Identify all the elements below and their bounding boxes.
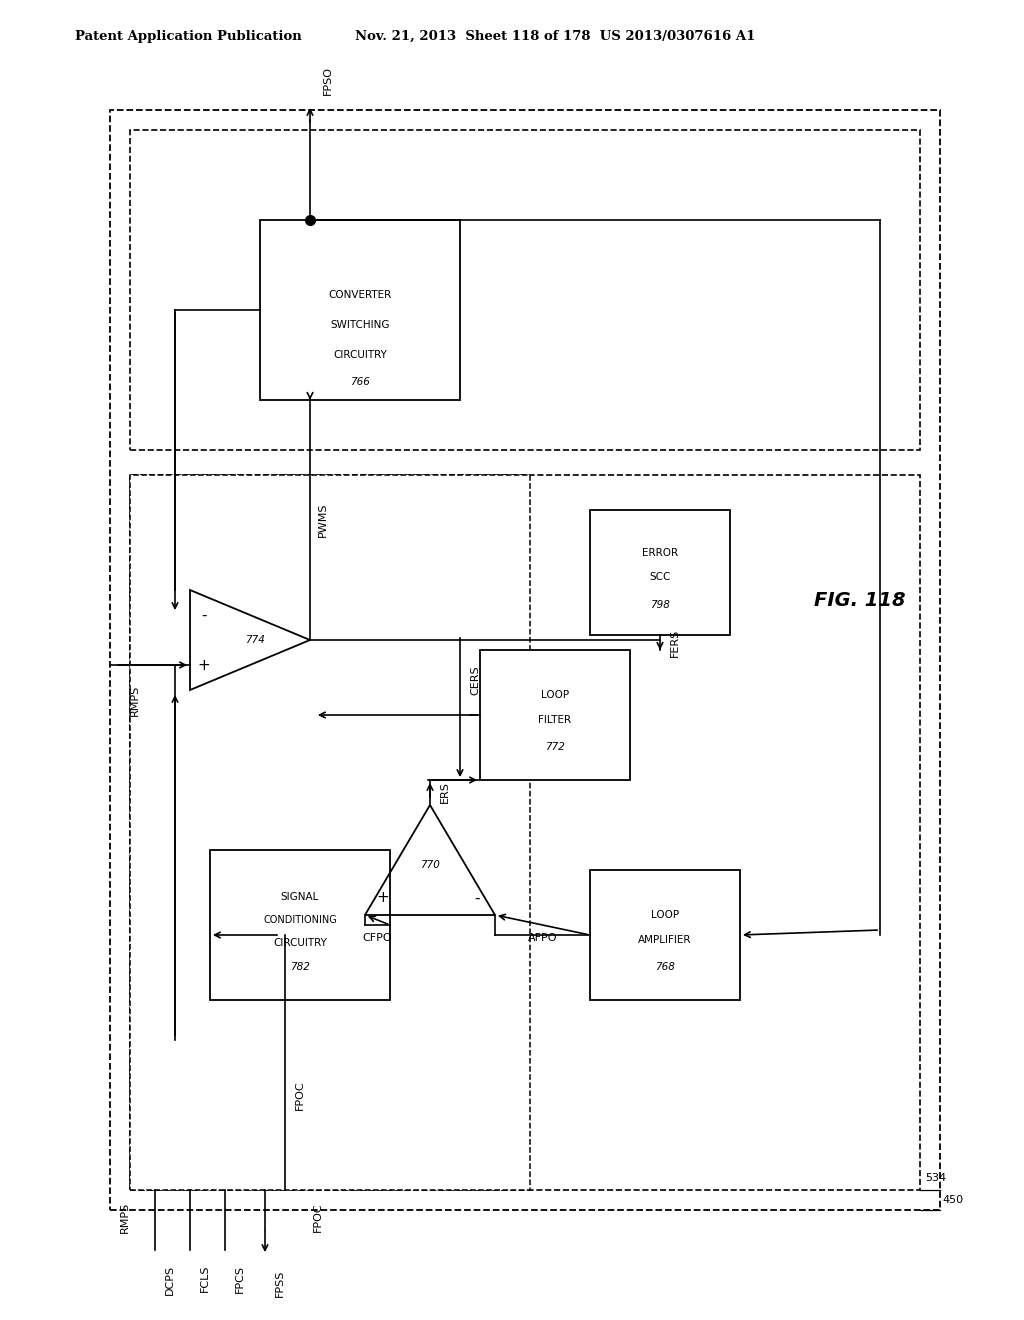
Text: PWMS: PWMS: [318, 503, 328, 537]
Text: FPSO: FPSO: [323, 66, 333, 95]
Text: SIGNAL: SIGNAL: [281, 892, 319, 902]
FancyBboxPatch shape: [210, 850, 390, 1001]
FancyBboxPatch shape: [590, 510, 730, 635]
Text: 768: 768: [655, 962, 675, 972]
FancyBboxPatch shape: [260, 220, 460, 400]
Text: 772: 772: [545, 742, 565, 752]
FancyBboxPatch shape: [130, 475, 530, 1191]
Text: 766: 766: [350, 378, 370, 387]
Text: CERS: CERS: [470, 665, 480, 694]
Text: CONVERTER: CONVERTER: [329, 290, 391, 300]
Text: FIG. 118: FIG. 118: [814, 590, 906, 610]
Text: SWITCHING: SWITCHING: [331, 319, 390, 330]
Text: CIRCUITRY: CIRCUITRY: [333, 350, 387, 360]
FancyBboxPatch shape: [590, 870, 740, 1001]
Text: ERS: ERS: [440, 781, 450, 804]
Text: FPOC: FPOC: [313, 1203, 323, 1232]
Text: +: +: [198, 657, 210, 672]
Text: RMPS: RMPS: [120, 1203, 130, 1233]
Text: FCLS: FCLS: [200, 1265, 210, 1292]
FancyBboxPatch shape: [110, 110, 940, 1210]
Text: FPSS: FPSS: [275, 1270, 285, 1298]
Text: LOOP: LOOP: [541, 690, 569, 700]
Text: CONDITIONING: CONDITIONING: [263, 915, 337, 925]
Text: LOOP: LOOP: [651, 909, 679, 920]
Text: FERS: FERS: [670, 628, 680, 656]
Text: 770: 770: [420, 861, 440, 870]
Text: Nov. 21, 2013  Sheet 118 of 178  US 2013/0307616 A1: Nov. 21, 2013 Sheet 118 of 178 US 2013/0…: [355, 30, 756, 44]
Text: -: -: [202, 607, 207, 623]
FancyBboxPatch shape: [480, 649, 630, 780]
Text: SCC: SCC: [649, 573, 671, 582]
Text: RMPS: RMPS: [130, 685, 140, 717]
Text: AMPLIFIER: AMPLIFIER: [638, 935, 692, 945]
Text: -: -: [474, 891, 480, 906]
FancyBboxPatch shape: [130, 129, 920, 450]
Text: CIRCUITRY: CIRCUITRY: [273, 939, 327, 948]
Text: CFPO: CFPO: [362, 933, 392, 942]
Text: ERROR: ERROR: [642, 548, 678, 557]
Text: +: +: [377, 891, 389, 906]
Text: 774: 774: [245, 635, 265, 645]
Text: 450: 450: [942, 1195, 964, 1205]
Text: FPOC: FPOC: [295, 1080, 305, 1110]
Text: DCPS: DCPS: [165, 1265, 175, 1295]
Text: FPCS: FPCS: [234, 1265, 245, 1294]
Text: 534: 534: [925, 1173, 946, 1183]
Text: FILTER: FILTER: [539, 715, 571, 725]
FancyBboxPatch shape: [130, 475, 920, 1191]
Text: AFPO: AFPO: [527, 933, 557, 942]
Text: 782: 782: [290, 962, 310, 972]
Text: Patent Application Publication: Patent Application Publication: [75, 30, 302, 44]
Text: 798: 798: [650, 599, 670, 610]
